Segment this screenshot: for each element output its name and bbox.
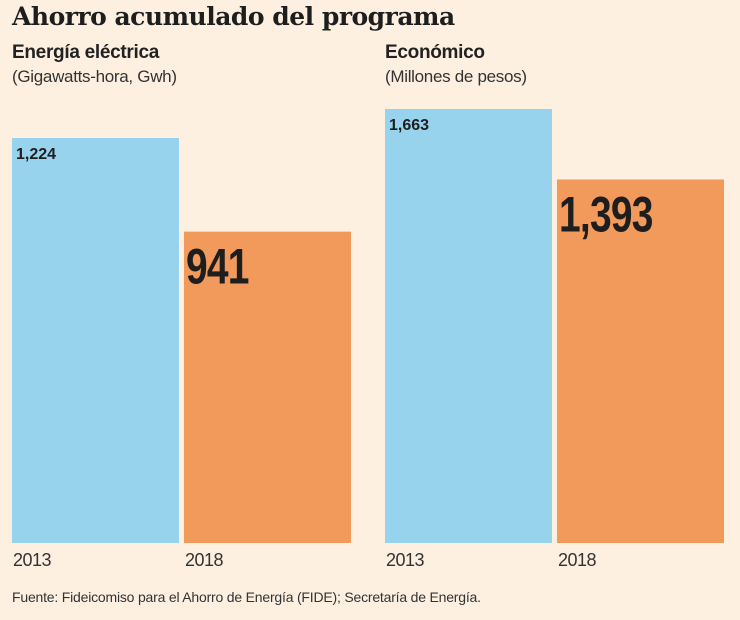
data-label: 941 xyxy=(186,238,249,295)
bar-2013-panel-1 xyxy=(385,109,552,543)
data-label: 1,663 xyxy=(389,117,429,134)
x-tick-label: 2018 xyxy=(558,550,597,570)
bar-2018-panel-0 xyxy=(184,231,351,543)
panel-title-economic: Económico xyxy=(385,42,485,63)
panel-title-energy: Energía eléctrica xyxy=(12,42,159,63)
x-tick-label: 2013 xyxy=(13,550,52,570)
bar-2013-panel-0 xyxy=(12,138,179,543)
chart-title: Ahorro acumulado del programa xyxy=(12,2,455,31)
panel-subtitle-energy: (Gigawatts-hora, Gwh) xyxy=(12,67,177,86)
bar-2018-panel-1 xyxy=(557,179,724,543)
data-label: 1,224 xyxy=(16,146,56,163)
source-note: Fuente: Fideicomiso para el Ahorro de En… xyxy=(12,589,481,605)
panel-subtitle-economic: (Millones de pesos) xyxy=(385,67,527,86)
x-tick-label: 2018 xyxy=(185,550,224,570)
x-tick-label: 2013 xyxy=(386,550,425,570)
data-label: 1,393 xyxy=(559,186,653,243)
